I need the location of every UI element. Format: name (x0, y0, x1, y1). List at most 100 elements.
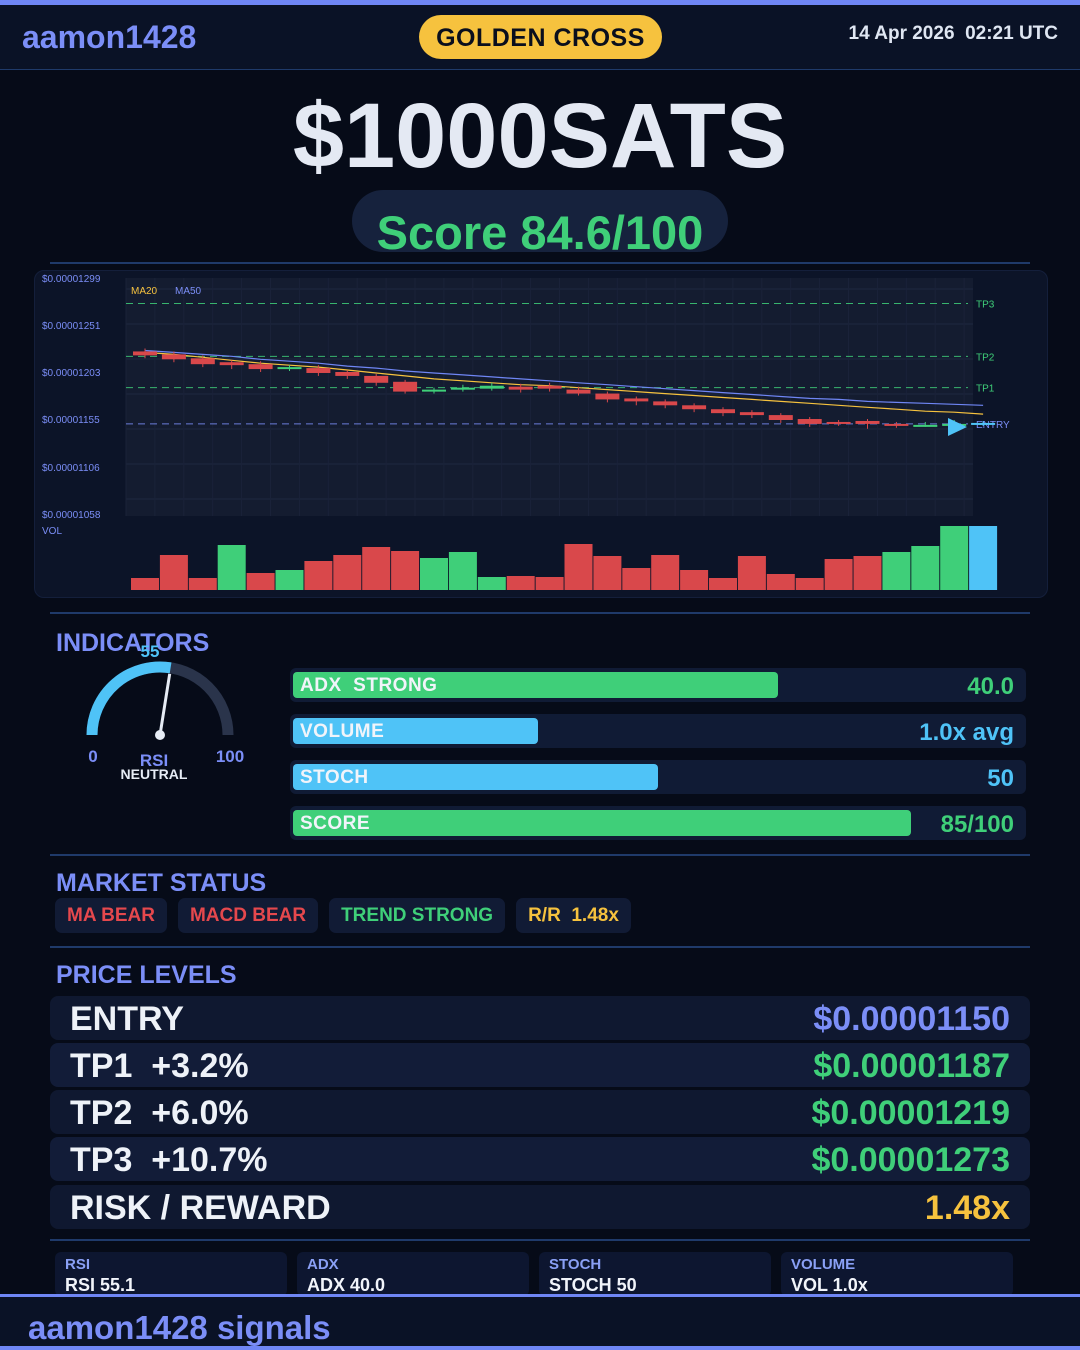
timestamp: 14 Apr 2026 02:21 UTC (848, 23, 1058, 44)
volume-bar (853, 556, 882, 590)
score-text: Score 84.6/100 (376, 206, 704, 252)
candle-body (826, 421, 851, 424)
candle-body (884, 423, 909, 426)
indicators-title: INDICATORS (56, 629, 210, 657)
candle-body (479, 385, 504, 389)
volume-bar (506, 576, 535, 590)
candle-body (855, 420, 880, 424)
signal-badge: GOLDEN CROSS (419, 15, 662, 59)
y-tick-label: $0.00001106 (42, 463, 100, 474)
bar-fill (293, 810, 911, 836)
y-tick-label: $0.00001203 (42, 368, 101, 379)
volume-bar (911, 546, 940, 590)
status-badge-rr: R/R 1.48x (516, 898, 631, 933)
stat-value: VOL 1.0x (791, 1275, 868, 1295)
stat-value: RSI 55.1 (65, 1275, 136, 1295)
stat-value: ADX 40.0 (307, 1275, 386, 1295)
bar-value: 50 (987, 765, 1014, 792)
score-bar: SCORE 85/100 (290, 806, 1026, 840)
rsi-name: RSI (140, 751, 168, 770)
candle-body (364, 375, 389, 383)
score-pill: Score 84.6/100 (352, 190, 728, 252)
volume-bar (824, 559, 853, 590)
volume-bar (535, 577, 564, 590)
candle-body (219, 362, 244, 366)
legend-ma50: MA50 (175, 286, 202, 297)
candle-body (797, 419, 822, 424)
ma50-line (144, 349, 984, 406)
market-status-title: MARKET STATUS (56, 869, 267, 897)
stat-name: VOLUME (791, 1256, 856, 1273)
volume-bar (593, 556, 622, 590)
bar-value: 85/100 (940, 811, 1014, 838)
rsi-value: 55 (141, 642, 160, 661)
volume-bar (969, 526, 998, 590)
candle-body (306, 368, 331, 373)
divider (50, 1239, 1030, 1241)
rsi-max: 100 (216, 747, 244, 766)
ticker-symbol: $1000SATS (292, 85, 788, 187)
status-badge-macd: MACD BEAR (177, 898, 319, 933)
stat-box-rsi: RSI RSI 55.1 (55, 1252, 287, 1296)
entry-arrow-icon (948, 418, 967, 436)
volume-bar (680, 570, 709, 590)
level-label: TP3 +10.7% (70, 1141, 268, 1179)
volume-bar: VOLUME 1.0x avg (290, 714, 1026, 748)
volume-bar (709, 578, 737, 590)
stat-name: RSI (65, 1256, 91, 1273)
top-bar: aamon1428 GOLDEN CROSS 14 Apr 2026 02:21… (0, 0, 1080, 70)
level-row-risk-reward: RISK / REWARD 1.48x (50, 1185, 1030, 1229)
candle-body (393, 381, 418, 392)
bar-label: STOCH (300, 767, 369, 788)
candle-body (768, 415, 793, 420)
volume-bar (246, 573, 275, 590)
volume-bar (737, 556, 766, 590)
y-tick-label: $0.00001155 (42, 415, 100, 426)
bar-label: VOLUME (300, 721, 385, 742)
stoch-bar: STOCH 50 (290, 760, 1026, 794)
candle-body (566, 389, 591, 394)
level-value: 1.48x (924, 1189, 1010, 1227)
volume-bar (622, 568, 651, 590)
stat-box-stoch: STOCH STOCH 50 (539, 1252, 771, 1296)
level-value: $0.00001219 (811, 1094, 1010, 1132)
volume-bar (217, 545, 246, 590)
gauge-fill (86, 661, 172, 736)
y-tick-label: $0.00001299 (42, 274, 101, 285)
level-label-tp2: TP2 (976, 352, 995, 363)
volume-bar (564, 544, 593, 590)
volume-bar (188, 578, 217, 590)
volume-bar (766, 574, 795, 590)
level-label: TP2 +6.0% (70, 1094, 249, 1132)
level-row-tp1: TP1 +3.2% $0.00001187 (50, 1043, 1030, 1087)
gauge-pivot (155, 730, 165, 740)
bar-value: 1.0x avg (919, 719, 1014, 746)
y-tick-label: $0.00001251 (42, 321, 101, 332)
bar-label: ADX STRONG (300, 675, 438, 696)
volume-bar (391, 551, 420, 590)
candle-body (595, 393, 620, 400)
plot-area (126, 278, 973, 516)
stat-name: ADX (307, 1256, 339, 1273)
volume-bar (275, 570, 304, 590)
candle-body (682, 405, 707, 410)
candle-body (422, 389, 446, 392)
gauge-track (86, 661, 234, 736)
divider (50, 854, 1030, 856)
volume-bar (882, 552, 911, 590)
stat-box-volume: VOLUME VOL 1.0x (781, 1252, 1013, 1296)
level-value: $0.00001150 (813, 1000, 1010, 1038)
volume-bar (304, 561, 333, 590)
bar-fill (293, 672, 778, 698)
level-label-tp1: TP1 (976, 384, 995, 395)
volume-bar (795, 578, 824, 590)
divider (50, 262, 1030, 264)
volume-bar (651, 555, 680, 590)
stat-name: STOCH (549, 1256, 602, 1273)
bar-value: 40.0 (967, 673, 1014, 700)
stat-box-adx: ADX ADX 40.0 (297, 1252, 529, 1296)
ma20-line (144, 351, 984, 415)
candle-body (190, 358, 215, 365)
legend-ma20: MA20 (131, 286, 158, 297)
bar-label: SCORE (300, 813, 371, 834)
